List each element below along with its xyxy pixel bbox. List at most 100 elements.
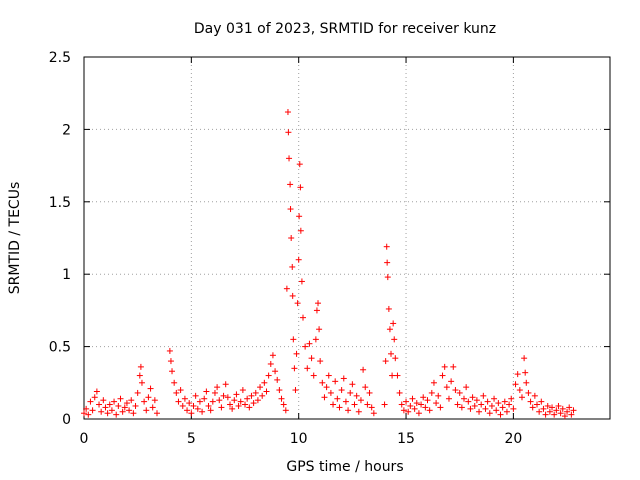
data-point — [476, 408, 483, 415]
data-point — [169, 368, 176, 375]
data-point — [522, 369, 529, 376]
data-point — [564, 408, 571, 415]
data-point — [224, 394, 231, 401]
data-point — [538, 398, 545, 405]
data-point — [106, 401, 113, 408]
x-tick-label: 20 — [504, 431, 522, 447]
x-tick-label: 5 — [187, 431, 196, 447]
data-point — [458, 404, 465, 411]
data-point — [315, 300, 322, 307]
data-point — [482, 405, 489, 412]
data-point — [289, 263, 296, 270]
data-point — [226, 401, 233, 408]
data-point — [91, 394, 98, 401]
data-point — [323, 384, 330, 391]
data-point — [400, 407, 407, 414]
data-point — [512, 381, 519, 388]
data-point — [248, 392, 255, 399]
data-point — [175, 398, 182, 405]
data-point — [467, 405, 474, 412]
data-point — [235, 402, 242, 409]
data-point — [332, 378, 339, 385]
data-point — [349, 381, 356, 388]
data-point — [137, 363, 144, 370]
data-point — [342, 398, 349, 405]
data-point — [108, 407, 115, 414]
data-point — [420, 394, 427, 401]
data-point — [285, 129, 292, 136]
data-point — [299, 314, 306, 321]
data-point — [130, 410, 137, 417]
data-point — [463, 384, 470, 391]
data-point — [525, 389, 532, 396]
data-point — [96, 401, 103, 408]
data-point — [473, 397, 480, 404]
data-point — [441, 363, 448, 370]
data-point — [471, 402, 478, 409]
data-points — [81, 109, 577, 420]
data-point — [282, 407, 289, 414]
data-point — [503, 408, 510, 415]
data-point — [570, 407, 577, 414]
data-point — [113, 411, 120, 418]
data-point — [280, 401, 287, 408]
data-point — [254, 397, 261, 404]
data-point — [171, 379, 178, 386]
data-point — [287, 206, 294, 213]
data-point — [134, 389, 141, 396]
data-point — [506, 401, 513, 408]
data-point — [181, 395, 188, 402]
data-point — [312, 336, 319, 343]
data-point — [347, 389, 354, 396]
y-tick-label: 1 — [62, 267, 71, 283]
data-point — [514, 371, 521, 378]
data-point — [452, 387, 459, 394]
data-point — [237, 398, 244, 405]
data-point — [242, 401, 249, 408]
data-point — [167, 358, 174, 365]
data-point — [568, 411, 575, 418]
data-point — [508, 395, 515, 402]
data-point — [351, 401, 358, 408]
data-point — [366, 389, 373, 396]
data-point — [261, 379, 268, 386]
data-point — [336, 404, 343, 411]
data-point — [549, 404, 556, 411]
data-point — [325, 372, 332, 379]
data-point — [126, 407, 133, 414]
data-point — [297, 184, 304, 191]
x-tick-label: 10 — [290, 431, 308, 447]
data-point — [203, 388, 210, 395]
data-point — [319, 379, 326, 386]
data-point — [391, 336, 398, 343]
data-point — [340, 375, 347, 382]
data-point — [186, 400, 193, 407]
data-point — [546, 408, 553, 415]
data-point — [291, 365, 298, 372]
data-point — [166, 347, 173, 354]
data-point — [439, 372, 446, 379]
data-point — [317, 358, 324, 365]
data-point — [435, 392, 442, 399]
data-point — [551, 411, 558, 418]
x-axis-label: GPS time / hours — [286, 459, 403, 475]
data-point — [345, 407, 352, 414]
data-point — [297, 227, 304, 234]
data-point — [194, 405, 201, 412]
data-point — [295, 256, 302, 263]
data-point — [278, 395, 285, 402]
y-axis-label: SRMTID / TECUs — [7, 182, 23, 295]
data-point — [544, 402, 551, 409]
data-point — [437, 404, 444, 411]
data-point — [385, 305, 392, 312]
data-point — [192, 392, 199, 399]
y-tick-label: 0 — [62, 412, 71, 428]
data-point — [396, 389, 403, 396]
data-point — [536, 408, 543, 415]
data-point — [216, 397, 223, 404]
data-point — [196, 398, 203, 405]
data-point — [534, 401, 541, 408]
data-point — [469, 394, 476, 401]
data-point — [381, 401, 388, 408]
